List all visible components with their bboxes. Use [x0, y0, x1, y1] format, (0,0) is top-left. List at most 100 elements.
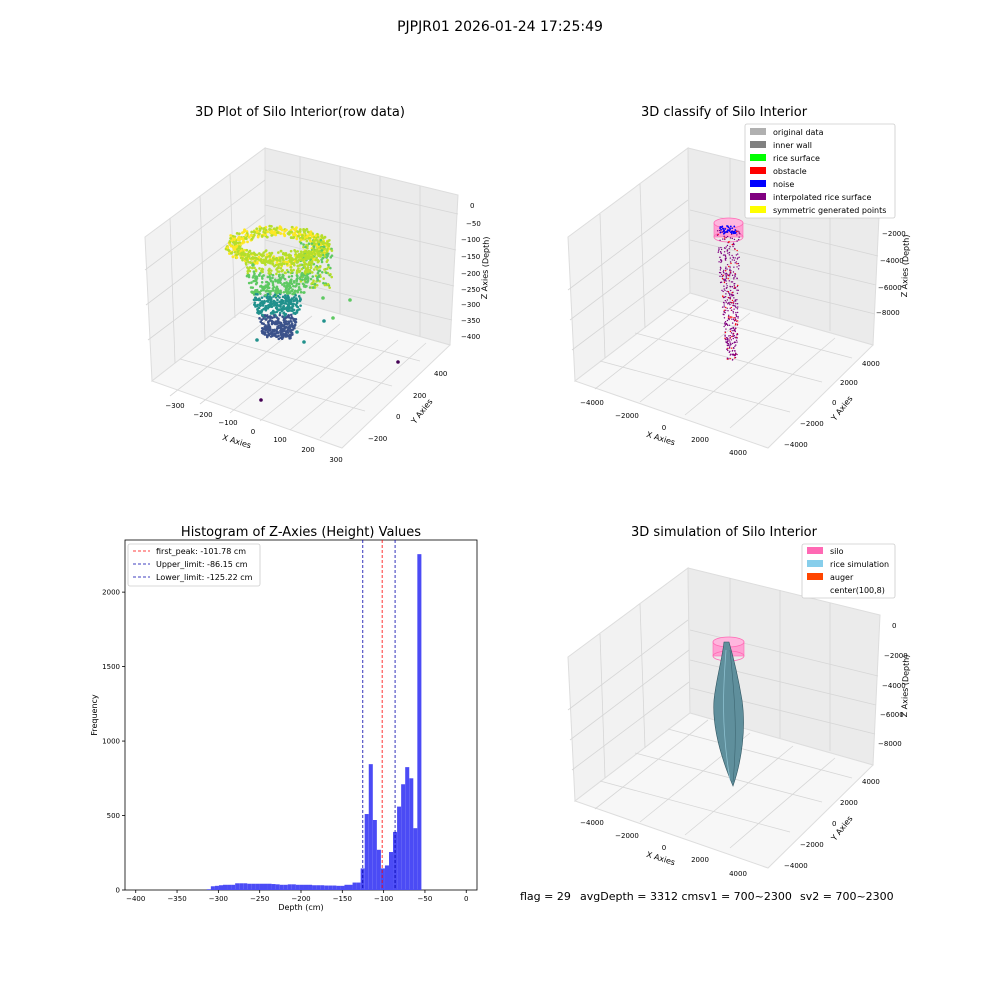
raw-point — [285, 330, 288, 334]
raw-point — [275, 310, 279, 314]
raw-point — [313, 242, 317, 246]
classify-noise-point — [726, 230, 728, 233]
raw-point — [290, 322, 294, 326]
classify-point — [736, 333, 738, 335]
raw-point — [295, 282, 299, 285]
raw-point — [304, 253, 308, 257]
panel-histogram: Histogram of Z-Axies (Height) Values −40… — [90, 525, 478, 912]
classify-point — [716, 234, 719, 236]
simulation-y-tick: 0 — [832, 820, 836, 828]
histogram-bar — [405, 767, 410, 890]
classify-legend-swatch — [750, 154, 766, 161]
classify-point — [735, 254, 738, 256]
raw-point — [285, 325, 288, 329]
simulation-z-ticks: 0 −2000 −4000 −6000 −8000 — [878, 622, 908, 748]
classify-z-tick: −2000 — [882, 230, 906, 238]
classify-point — [729, 297, 731, 300]
raw-point — [254, 279, 258, 282]
raw-point — [273, 293, 277, 296]
classify-point — [731, 254, 733, 257]
classify-point — [734, 327, 737, 329]
classify-point — [735, 311, 737, 314]
classify-point — [736, 262, 738, 265]
raw-point — [271, 276, 274, 280]
raw-point — [322, 281, 325, 285]
raw-point — [281, 299, 284, 303]
simulation-z-tick: −4000 — [882, 682, 906, 690]
raw-point — [254, 292, 258, 296]
raw-point — [262, 274, 265, 277]
raw-z-tick: 0 — [470, 202, 474, 210]
raw-outlier-point — [295, 330, 299, 334]
raw-point — [260, 281, 264, 284]
classify-point — [716, 230, 719, 232]
raw-point — [282, 319, 286, 322]
histogram-y-tick-label: 0 — [116, 887, 120, 895]
simulation-x-tick: 0 — [662, 844, 666, 852]
classify-point — [736, 277, 738, 279]
raw-point — [291, 292, 294, 296]
raw-point — [257, 298, 261, 302]
classify-point — [728, 251, 731, 254]
histogram-bar — [376, 849, 381, 890]
classify-point — [732, 332, 734, 335]
raw-point — [267, 286, 271, 290]
classify-point — [736, 311, 739, 314]
classify-point — [736, 240, 738, 242]
raw-point — [246, 269, 250, 273]
raw-point — [248, 266, 252, 269]
histogram-bar — [218, 885, 223, 890]
classify-point — [736, 289, 738, 291]
raw-point — [263, 331, 267, 334]
raw-point — [268, 227, 271, 231]
classify-point — [737, 289, 739, 292]
raw-point — [303, 271, 307, 275]
raw-point — [312, 249, 315, 252]
raw-point — [255, 261, 259, 264]
classify-point — [733, 238, 736, 241]
classify-noise-point — [727, 229, 730, 232]
simulation-x-tick: −4000 — [580, 819, 604, 827]
histogram-bar — [287, 884, 292, 890]
classify-point — [734, 300, 737, 302]
raw-point — [244, 236, 247, 240]
raw-point — [308, 270, 312, 273]
classify-point — [734, 247, 736, 250]
classify-point — [734, 349, 736, 352]
raw-point — [318, 265, 322, 269]
raw-point — [290, 289, 294, 293]
classify-point — [732, 301, 734, 304]
classify-point — [733, 341, 736, 344]
raw-point — [270, 233, 274, 237]
raw-point — [254, 289, 257, 292]
raw-point — [311, 275, 315, 278]
raw-point — [278, 321, 282, 324]
raw-point — [326, 242, 329, 246]
raw-x-tick: −300 — [165, 402, 184, 410]
simulation-legend-swatch — [807, 547, 823, 554]
raw-point — [273, 314, 276, 317]
classify-point — [723, 285, 725, 287]
raw-point — [305, 243, 308, 247]
histogram-bar — [235, 883, 240, 890]
classify-point — [725, 328, 727, 330]
raw-point — [280, 269, 284, 273]
raw-point — [227, 248, 230, 252]
classify-point — [719, 256, 721, 259]
classify-point — [720, 252, 723, 255]
raw-point — [272, 330, 276, 333]
raw-point — [233, 246, 237, 250]
histogram-bar — [360, 868, 365, 890]
raw-point — [307, 242, 311, 246]
classify-point — [733, 266, 735, 268]
classify-point — [725, 280, 727, 282]
histogram-bar — [263, 883, 268, 890]
classify-point — [733, 304, 735, 307]
classify-point — [727, 349, 729, 352]
raw-point — [263, 325, 267, 329]
classify-legend-label: noise — [773, 180, 794, 189]
raw-point — [272, 231, 276, 235]
classify-point — [731, 322, 734, 324]
classify-point — [733, 318, 735, 320]
classify-point — [724, 331, 727, 334]
